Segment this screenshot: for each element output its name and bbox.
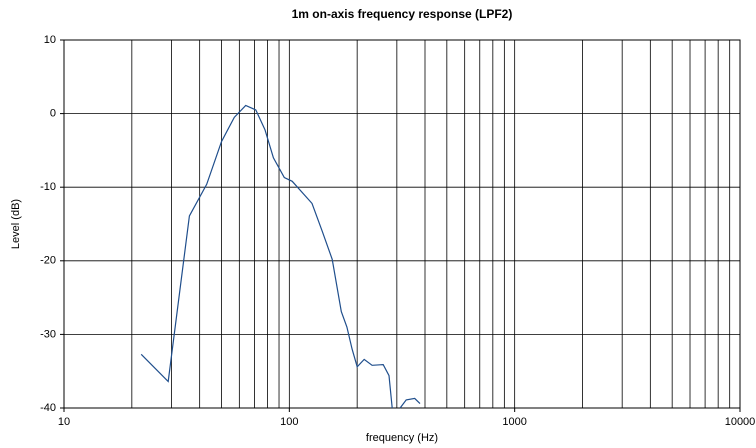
y-tick-label: -40 (40, 402, 56, 414)
y-tick-label: -20 (40, 255, 56, 267)
x-tick-label: 10 (58, 416, 70, 428)
x-tick-label: 100 (280, 416, 298, 428)
plot-area (63, 39, 741, 409)
x-tick-label: 1000 (502, 416, 526, 428)
chart-title: 1m on-axis frequency response (LPF2) (292, 7, 513, 21)
y-axis-label: Level (dB) (10, 199, 22, 249)
data-line (140, 104, 421, 409)
y-tick-label: -10 (40, 181, 56, 193)
y-tick-label: -30 (40, 328, 56, 340)
x-tick-label: 10000 (725, 416, 756, 428)
x-axis-label: frequency (Hz) (366, 432, 438, 444)
y-tick-label: 0 (50, 108, 56, 120)
y-tick-label: 10 (44, 34, 56, 46)
